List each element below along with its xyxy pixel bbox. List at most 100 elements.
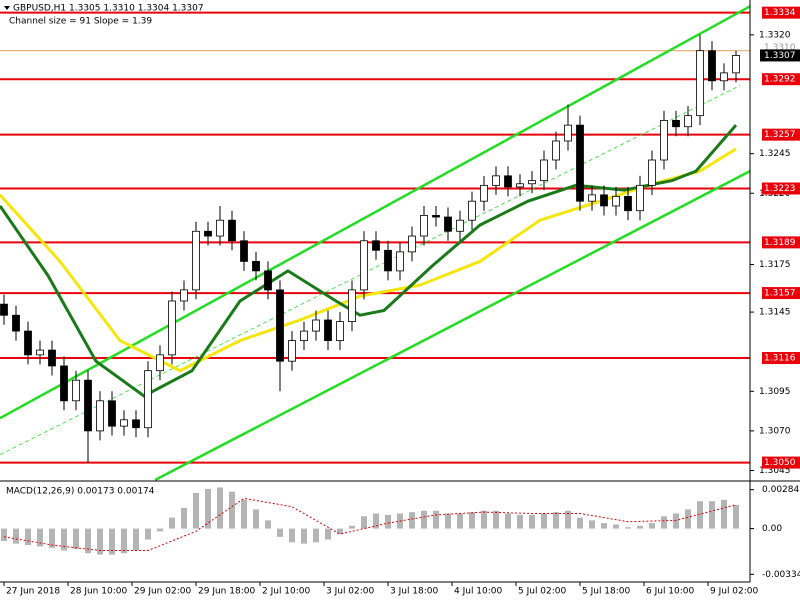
level-box — [762, 236, 800, 249]
candle-body — [480, 184, 488, 202]
histogram-bar — [409, 512, 415, 529]
overlay-line — [0, 124, 738, 398]
x-tick-label: 3 Jul 02:00 — [326, 587, 375, 597]
histogram-bar — [577, 517, 583, 529]
menu-arrow — [4, 6, 10, 10]
level-label: 1.3050 — [764, 458, 796, 468]
candle-body — [552, 140, 560, 161]
candle-body — [492, 175, 500, 186]
y-tick-label: 1.3045 — [759, 466, 791, 476]
histogram-bar — [169, 517, 175, 529]
histogram-bar — [181, 508, 187, 529]
histogram-bar — [373, 513, 379, 529]
candle-body — [12, 314, 20, 332]
level-box — [762, 128, 800, 141]
chart-title: GBPUSD,H1 1.3305 1.3310 1.3304 1.3307 — [13, 4, 204, 14]
histogram-bar — [25, 528, 31, 546]
histogram-bar — [217, 487, 223, 529]
candle-body — [708, 50, 716, 82]
histogram-bar — [133, 528, 139, 551]
candle-body — [60, 365, 68, 402]
y-tick-label: 0.00284 — [762, 485, 799, 495]
level-box — [762, 352, 800, 365]
x-tick-label: 2 Jul 10:00 — [262, 587, 311, 597]
level-box — [762, 287, 800, 300]
y-tick-label: 1.3245 — [759, 149, 791, 159]
histogram-bar — [361, 516, 367, 529]
histogram-bar — [313, 528, 319, 543]
candle-body — [360, 240, 368, 291]
histogram-bar — [385, 514, 391, 529]
histogram-bar — [205, 488, 211, 529]
histogram-bar — [517, 514, 523, 529]
candle-body — [420, 215, 428, 237]
histogram-bar — [469, 512, 475, 529]
level-label: 1.3157 — [764, 289, 796, 299]
candle-body — [240, 240, 248, 262]
overlay-line — [0, 85, 741, 456]
candle-body — [84, 379, 92, 432]
level-box — [762, 456, 800, 469]
candle-body — [540, 159, 548, 181]
histogram-bar — [637, 525, 643, 529]
histogram-bar — [73, 528, 79, 550]
candle-body — [528, 180, 536, 185]
histogram-bar — [37, 528, 43, 547]
candle-body — [204, 230, 212, 237]
candle-body — [312, 319, 320, 332]
histogram-bar — [673, 513, 679, 529]
overlay-line — [154, 169, 751, 482]
histogram-bar — [589, 520, 595, 529]
candle-body — [96, 400, 104, 432]
histogram-bar — [1, 528, 7, 541]
candle-body — [564, 124, 572, 142]
level-label: 1.3189 — [764, 238, 796, 248]
price-panel: 1.33201.32451.32201.31751.31451.30951.30… — [0, 5, 800, 482]
chart-subtitle: Channel size = 91 Slope = 1.39 — [9, 17, 152, 27]
overlay-line — [0, 5, 751, 420]
candle-body — [216, 219, 224, 237]
candle-body — [36, 349, 44, 356]
candle-body — [648, 159, 656, 186]
level-label: 1.3116 — [764, 354, 796, 364]
y-tick-label: 1.3070 — [759, 426, 791, 436]
histogram-bar — [121, 528, 127, 554]
histogram-bar — [289, 528, 295, 543]
histogram-bar — [505, 513, 511, 529]
y-tick-label: -0.00334 — [762, 570, 800, 580]
y-tick-label: 0.00 — [762, 524, 782, 534]
candle-body — [48, 349, 56, 367]
histogram-bar — [265, 520, 271, 529]
candle-body — [144, 370, 152, 429]
candle-body — [684, 115, 692, 128]
candle-body — [396, 251, 404, 272]
histogram-bar — [337, 528, 343, 535]
histogram-bar — [145, 528, 151, 540]
histogram-bar — [13, 528, 19, 544]
candle-body — [720, 72, 728, 82]
signal-line — [3, 497, 737, 551]
candle-body — [624, 196, 632, 212]
histogram-bar — [421, 510, 427, 529]
histogram-bar — [493, 510, 499, 529]
candle-body — [696, 50, 704, 117]
histogram-bar — [301, 528, 307, 544]
candle-body — [324, 319, 332, 341]
level-box — [762, 182, 800, 195]
candle-body — [120, 419, 128, 427]
candle-body — [348, 289, 356, 322]
histogram-bar — [565, 510, 571, 529]
level-box — [762, 6, 800, 19]
candle-body — [156, 354, 164, 372]
x-tick-label: 3 Jul 18:00 — [390, 587, 439, 597]
histogram-bar — [277, 528, 283, 537]
candle-body — [276, 289, 284, 362]
x-tick-label: 4 Jul 10:00 — [454, 587, 503, 597]
histogram-bar — [61, 528, 67, 551]
histogram-bar — [613, 524, 619, 529]
histogram-bar — [733, 504, 739, 529]
candle-body — [0, 303, 8, 316]
x-tick-label: 29 Jun 18:00 — [198, 587, 255, 597]
